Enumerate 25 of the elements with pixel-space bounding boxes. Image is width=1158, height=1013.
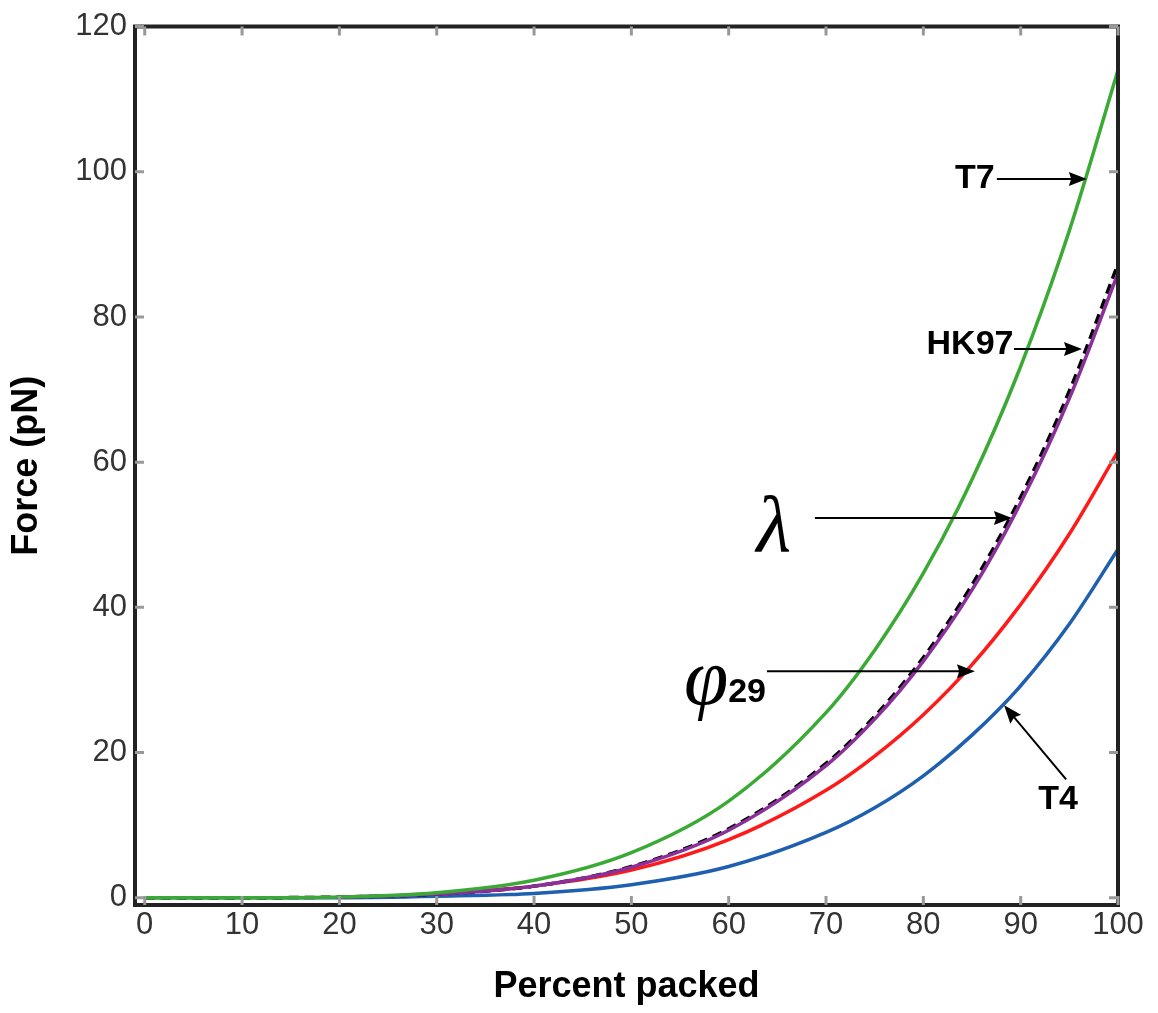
annotation: T4 — [1038, 777, 1079, 816]
x-tick-label: 60 — [711, 906, 746, 942]
y-tick-label: 0 — [109, 878, 127, 914]
y-tick-label: 20 — [92, 733, 127, 769]
x-tick-label: 50 — [614, 906, 649, 942]
x-tick-label: 30 — [419, 906, 454, 942]
annotation: λ — [754, 480, 792, 569]
y-tick-label: 60 — [92, 442, 127, 478]
annotation: HK97 — [926, 323, 1014, 362]
x-tick-label: 40 — [516, 906, 552, 942]
y-tick-label: 40 — [92, 587, 127, 623]
x-tick-label: 100 — [1092, 906, 1144, 942]
x-tick-label: 90 — [1003, 906, 1038, 942]
annotation: φ29 — [683, 633, 766, 722]
x-tick-label: 20 — [322, 906, 357, 942]
x-tick-label: 0 — [136, 906, 154, 942]
y-tick-label: 100 — [75, 152, 127, 188]
x-tick-label: 70 — [808, 906, 844, 942]
y-axis-title: Force (pN) — [3, 375, 45, 556]
y-tick-label: 80 — [92, 297, 127, 333]
y-tick-label: 120 — [75, 7, 127, 43]
x-tick-label: 80 — [906, 906, 941, 942]
x-axis-title: Percent packed — [493, 964, 760, 1006]
annotation: T7 — [955, 157, 995, 196]
x-tick-label: 10 — [224, 906, 260, 942]
